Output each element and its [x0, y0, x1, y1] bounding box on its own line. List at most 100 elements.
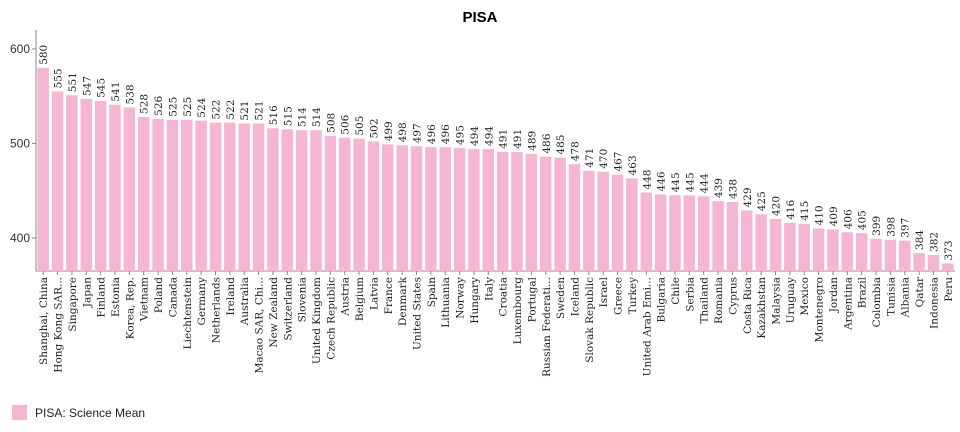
bar-value-label: 496 [426, 124, 438, 144]
x-tick-label: Czech Republic [325, 277, 337, 360]
bar-value-label: 463 [627, 155, 639, 175]
bar-value-label: 551 [67, 72, 79, 92]
bar [942, 263, 954, 271]
x-tick-label: United Kingdom [311, 277, 323, 364]
x-tick-label: Korea, Rep. [124, 277, 136, 339]
bar [597, 171, 609, 271]
x-tick-label: Ireland [225, 277, 237, 316]
bar [913, 253, 925, 271]
x-tick-label: Macao SAR, Chi... [254, 277, 266, 373]
bar-value-label: 491 [512, 129, 524, 149]
bar [482, 149, 495, 271]
bar [798, 223, 810, 271]
bar [697, 196, 710, 271]
x-tick-label: Belgium [354, 277, 366, 321]
x-tick-label: Vietnam [139, 277, 151, 322]
x-tick-label: Japan [81, 277, 93, 308]
x-tick-label: Albania [900, 277, 912, 318]
bar [640, 192, 653, 271]
bar [540, 156, 552, 271]
x-tick-label: Finland [96, 277, 108, 318]
bar-value-label: 526 [153, 95, 165, 115]
x-tick-label: Liechtenstein [182, 277, 194, 350]
bar [338, 137, 351, 271]
bar-value-label: 405 [857, 210, 869, 230]
x-tick-label: Spain [426, 277, 438, 308]
x-tick-label: Uruguay [785, 277, 797, 323]
bar-value-label: 528 [139, 94, 151, 114]
bar-value-label: 384 [914, 230, 926, 250]
bar [51, 91, 64, 272]
x-tick-label: Australia [239, 277, 251, 326]
x-tick-label: Turkey [627, 277, 639, 314]
bar-value-label: 521 [239, 101, 251, 121]
bar-value-label: 467 [613, 152, 625, 172]
x-tick-label: Colombia [871, 277, 883, 327]
bar [525, 153, 538, 271]
x-tick-label: Canada [167, 277, 179, 317]
bar [439, 147, 451, 271]
bar [109, 104, 121, 271]
bar-value-label: 514 [311, 107, 323, 127]
bar-value-label: 498 [397, 122, 409, 142]
x-tick-label: Hungary [469, 277, 481, 324]
bar [669, 195, 681, 271]
bar-value-label: 486 [541, 133, 553, 153]
bar-value-label: 397 [900, 218, 912, 238]
bar [295, 130, 308, 271]
bar [152, 118, 164, 271]
legend-label: PISA: Science Mean [35, 406, 145, 420]
bar-value-label: 522 [225, 100, 237, 120]
bar [554, 157, 566, 271]
bar [511, 151, 523, 271]
bar-value-label: 499 [383, 121, 395, 141]
y-tick-label: 500 [10, 136, 30, 150]
x-tick-label: Indonesia [928, 277, 940, 329]
bar-value-label: 439 [713, 178, 725, 198]
bar [396, 145, 408, 271]
x-tick-label: Norway [455, 277, 467, 319]
bar-value-label: 416 [785, 199, 797, 219]
x-tick-label: Russian Federati... [541, 277, 553, 377]
x-tick-label: Poland [153, 277, 165, 313]
x-tick-label: Tunisia [885, 277, 897, 316]
bar-value-label: 547 [81, 76, 93, 96]
x-tick-label: Estonia [110, 277, 122, 317]
bar [755, 214, 767, 271]
x-tick-label: Hong Kong SAR... [53, 277, 65, 373]
bar [181, 119, 193, 271]
bar-value-label: 555 [53, 68, 65, 88]
x-tick-label: Switzerland [282, 277, 294, 341]
bar [195, 120, 207, 272]
bar-value-label: 425 [756, 191, 768, 211]
x-tick-label: Peru [943, 277, 955, 302]
bar-value-label: 497 [412, 123, 424, 143]
bar [583, 170, 595, 271]
bar [353, 138, 365, 271]
bar-value-label: 506 [340, 114, 352, 134]
bar [367, 141, 380, 271]
bar [870, 238, 882, 271]
bar-value-label: 420 [771, 196, 783, 216]
bar-value-label: 494 [469, 126, 481, 146]
bar [812, 228, 825, 271]
x-tick-label: Greece [613, 277, 625, 315]
bar [568, 164, 581, 271]
x-tick-label: Latvia [368, 277, 380, 310]
bar [209, 122, 222, 272]
x-tick-label: Cyprus [727, 277, 739, 315]
bar-value-label: 448 [641, 170, 653, 190]
bar-value-label: 399 [871, 216, 883, 236]
bar [382, 144, 394, 271]
x-tick-label: Qatar [914, 276, 926, 307]
plot-area: 400 500 600 580 Shanghai, China 555 Hong Kong … [10, 30, 955, 377]
bar [425, 147, 437, 271]
bar [683, 195, 696, 271]
bar-value-label: 505 [354, 116, 366, 136]
x-tick-label: Germany [196, 277, 208, 326]
x-tick-label: Bulgaria [656, 277, 668, 322]
x-tick-label: Austria [340, 277, 352, 317]
bar [310, 130, 322, 271]
x-tick-label: Serbia [684, 277, 696, 312]
bar-value-label: 516 [268, 105, 280, 125]
